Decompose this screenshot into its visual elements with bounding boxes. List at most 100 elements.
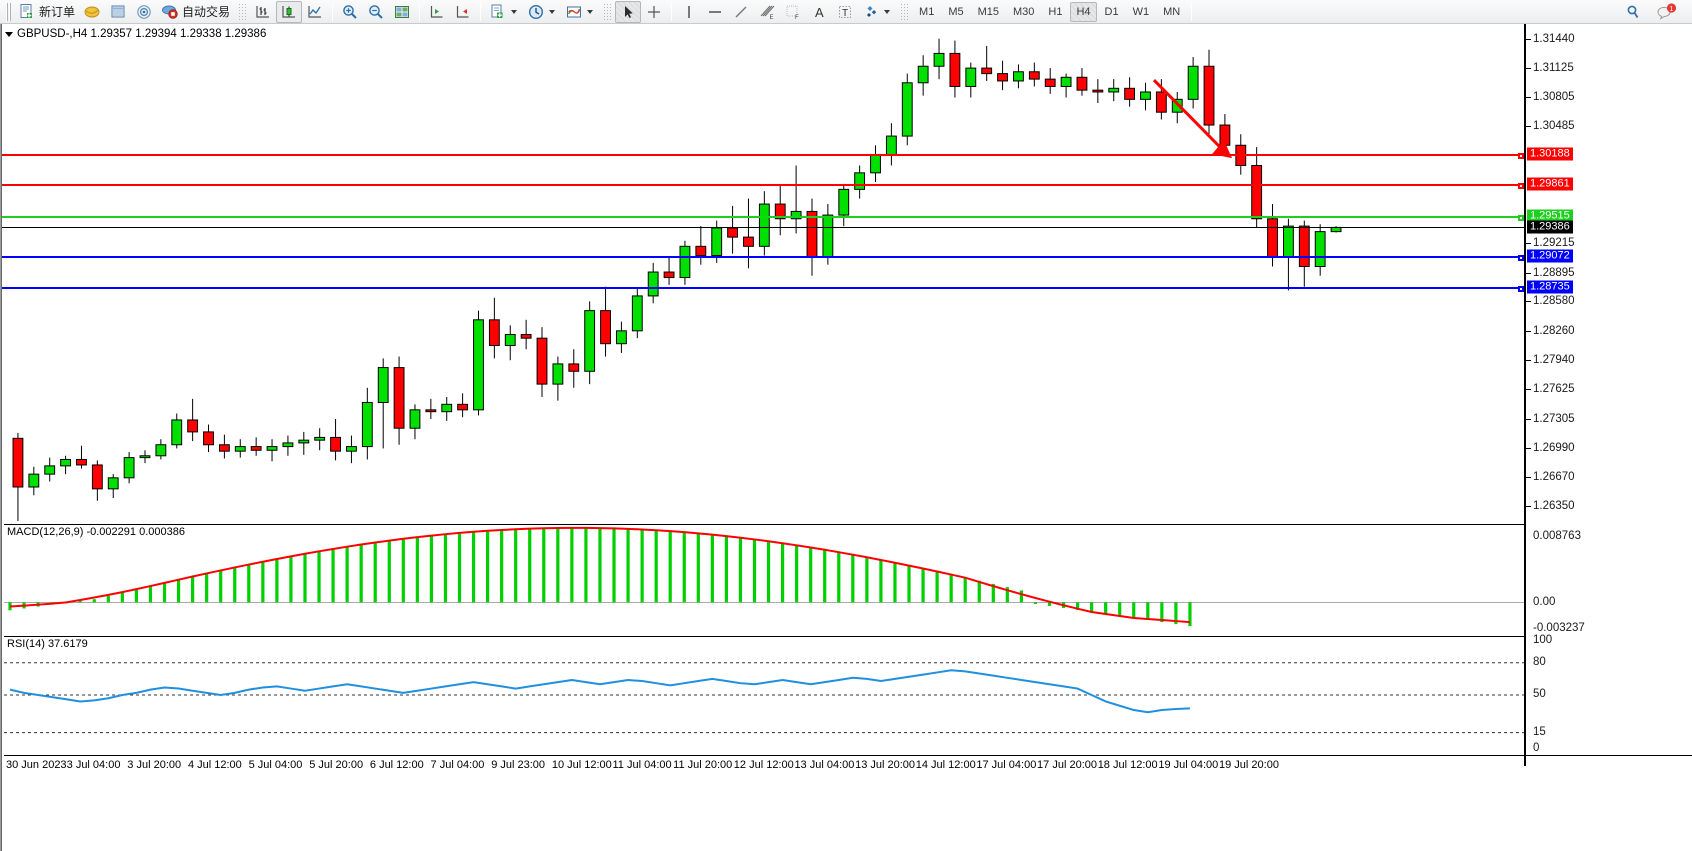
crosshair-button[interactable] [641, 1, 667, 23]
price-level-line-black[interactable] [2, 227, 1524, 229]
zoom-in-button[interactable] [337, 1, 363, 23]
bar-chart-button[interactable] [250, 1, 276, 23]
date-axis-label: 6 Jul 12:00 [369, 759, 424, 771]
charts-button[interactable] [79, 1, 105, 23]
period-dropdown-caret[interactable] [549, 9, 556, 14]
price-pane[interactable] [4, 24, 1524, 521]
fibonacci-icon: E [758, 3, 776, 21]
price-tick-label: 1.26350 [1526, 500, 1575, 513]
price-tick-label: 1.26670 [1526, 470, 1575, 483]
timeframe-button-h1[interactable]: H1 [1048, 5, 1063, 18]
price-canvas [12, 38, 1342, 521]
objects-icon [862, 3, 880, 21]
price-level-line-red[interactable] [2, 152, 1524, 159]
text-button[interactable]: T [832, 1, 858, 23]
rsi-canvas [4, 662, 1524, 734]
date-axis-label: 4 Jul 12:00 [187, 759, 242, 771]
level-handle[interactable] [1518, 152, 1524, 159]
date-axis-label: 3 Jul 04:00 [66, 759, 121, 771]
price-scale-axis [1524, 24, 1526, 766]
zoom-out-icon [367, 3, 385, 21]
price-level-line-green[interactable] [2, 214, 1524, 221]
new-order-label: 新订单 [39, 5, 76, 19]
indicators-button[interactable] [485, 1, 523, 23]
date-axis-label: 13 Jul 04:00 [794, 759, 855, 771]
indicators-dropdown-caret[interactable] [511, 9, 518, 14]
svg-text:T: T [842, 8, 848, 19]
toolbar-separator-dots-2[interactable] [603, 2, 612, 21]
macd-pane[interactable] [4, 524, 1524, 634]
level-handle[interactable] [1518, 255, 1524, 262]
level-handle[interactable] [1518, 214, 1524, 221]
new-order-button[interactable]: 新订单 [14, 1, 79, 23]
cursor-button[interactable] [615, 0, 642, 23]
price-level-tag-blue: 1.28735 [1527, 280, 1573, 294]
auto-trading-button[interactable]: 自动交易 [157, 1, 234, 23]
crosshair-icon [645, 3, 663, 21]
timeframe-button-m15[interactable]: M15 [977, 5, 999, 18]
chat-icon[interactable]: 1 [1656, 2, 1678, 21]
horizontal-line-button[interactable] [702, 1, 728, 23]
symbol-header-text: GBPUSD-,H4 1.29357 1.29394 1.29338 1.293… [17, 28, 267, 40]
timeframe-button-mn[interactable]: MN [1163, 5, 1181, 18]
templates-icon [565, 3, 583, 21]
symbol-header: GBPUSD-,H4 1.29357 1.29394 1.29338 1.293… [5, 28, 266, 40]
price-tick-label: 1.26990 [1526, 441, 1575, 454]
level-handle[interactable] [1518, 286, 1524, 293]
indicators-icon [489, 3, 507, 21]
period-button[interactable] [523, 1, 561, 23]
chart-shift-button[interactable] [450, 1, 476, 23]
date-axis-label: 11 Jul 04:00 [612, 759, 672, 771]
toolbar-grip[interactable] [5, 2, 11, 21]
price-level-line-red[interactable] [2, 182, 1524, 189]
toolbar-right-group: 1 [1624, 2, 1690, 21]
timeframe-button-m5[interactable]: M5 [948, 5, 964, 18]
period-icon [527, 3, 545, 21]
timeframe-button-h4[interactable]: H4 [1070, 1, 1097, 22]
market-watch-icon [109, 3, 127, 21]
timeframe-button-d1[interactable]: D1 [1104, 5, 1119, 18]
market-watch-button[interactable] [105, 1, 131, 23]
timeframe-button-m1[interactable]: M1 [919, 5, 935, 18]
auto-scroll-icon [428, 3, 446, 21]
level-handle[interactable] [1518, 182, 1524, 189]
macd-tick-label: 0.00 [1533, 596, 1556, 609]
vertical-line-button[interactable] [676, 1, 702, 23]
line-chart-button[interactable] [302, 1, 328, 23]
toolbar-separator-3 [480, 2, 482, 21]
data-window-button[interactable] [389, 1, 415, 23]
objects-button[interactable] [858, 1, 896, 23]
toolbar-separator-dots-3[interactable] [900, 2, 909, 21]
fibonacci-button[interactable]: E [754, 1, 780, 23]
trendline-button[interactable] [728, 1, 754, 23]
rsi-tick-label: 0 [1533, 741, 1540, 754]
templates-dropdown-caret[interactable] [587, 9, 594, 14]
macd-tick-label: 0.008763 [1533, 530, 1581, 543]
objects-dropdown-caret[interactable] [884, 9, 891, 14]
templates-button[interactable] [561, 1, 599, 23]
bar-chart-icon [254, 3, 272, 21]
text-label-button[interactable]: A [806, 1, 832, 23]
chart-menu-triangle-icon[interactable] [5, 31, 13, 37]
timeframe-button-w1[interactable]: W1 [1132, 5, 1150, 18]
new-order-icon [18, 3, 36, 21]
rsi-tick-label: 15 [1533, 725, 1546, 738]
candlestick-chart-button[interactable] [276, 0, 303, 23]
zoom-out-button[interactable] [363, 1, 389, 23]
search-icon[interactable] [1624, 3, 1642, 21]
price-level-line-blue[interactable] [2, 255, 1524, 262]
macd-canvas [4, 526, 1524, 627]
channel-button[interactable]: F [780, 1, 806, 23]
price-level-line-blue[interactable] [2, 286, 1524, 293]
cursor-icon [619, 3, 637, 21]
auto-scroll-button[interactable] [424, 1, 450, 23]
rsi-pane[interactable] [4, 636, 1524, 753]
data-window-icon [393, 3, 411, 21]
date-axis-label: 30 Jun 2023 [6, 759, 67, 771]
date-axis-label: 13 Jul 20:00 [855, 759, 916, 771]
timeframe-group: M1 M5 M15 M30 H1 H4 D1 W1 MN [912, 1, 1187, 22]
price-tick-label: 1.31440 [1526, 32, 1575, 45]
toolbar-separator-dots[interactable] [238, 2, 247, 21]
timeframe-button-m30[interactable]: M30 [1013, 5, 1035, 18]
navigator-button[interactable] [131, 1, 157, 23]
